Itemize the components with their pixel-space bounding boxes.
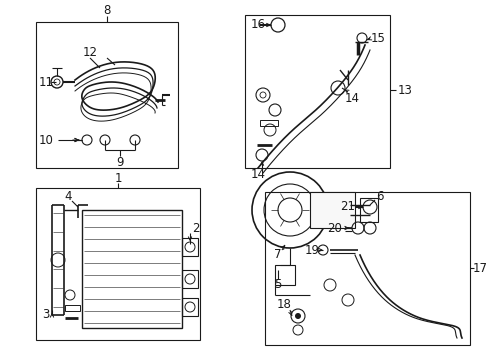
Text: 8: 8 xyxy=(103,4,110,18)
Text: 18: 18 xyxy=(276,298,291,311)
Text: 2: 2 xyxy=(192,221,199,234)
Text: 1: 1 xyxy=(114,171,122,184)
Text: 14: 14 xyxy=(250,168,265,181)
Bar xyxy=(274,265,294,285)
Text: 20: 20 xyxy=(327,221,342,234)
Bar xyxy=(309,192,354,228)
Circle shape xyxy=(294,313,301,319)
Text: 3: 3 xyxy=(42,309,50,321)
Text: 15: 15 xyxy=(370,31,385,45)
Text: 10: 10 xyxy=(39,134,53,147)
Text: 9: 9 xyxy=(116,156,123,168)
Text: 7: 7 xyxy=(274,248,281,261)
Text: 13: 13 xyxy=(397,84,411,96)
Bar xyxy=(82,210,182,328)
Text: 12: 12 xyxy=(82,46,97,59)
Text: 6: 6 xyxy=(375,190,383,203)
Bar xyxy=(182,238,198,256)
Text: 5: 5 xyxy=(274,279,281,292)
Bar xyxy=(359,198,377,222)
Bar xyxy=(182,270,198,288)
Bar xyxy=(264,192,469,345)
Bar xyxy=(36,188,200,340)
Bar xyxy=(182,298,198,316)
Text: 17: 17 xyxy=(471,261,487,274)
Bar xyxy=(260,120,278,126)
Text: 14: 14 xyxy=(344,91,359,104)
Text: 4: 4 xyxy=(64,189,72,202)
Text: 21: 21 xyxy=(340,201,355,213)
Bar xyxy=(36,22,178,168)
Bar xyxy=(244,15,389,168)
Text: 19: 19 xyxy=(304,243,319,256)
Bar xyxy=(65,305,80,311)
Text: 11: 11 xyxy=(39,76,53,89)
Text: 16: 16 xyxy=(250,18,265,31)
